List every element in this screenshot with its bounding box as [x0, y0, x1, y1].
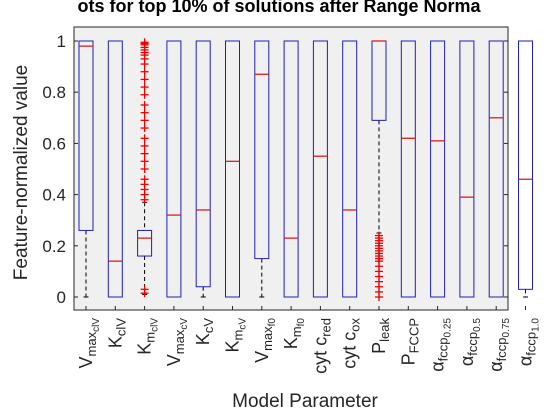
box-iqr: [518, 40, 533, 290]
box-5: [195, 40, 211, 298]
box-8: [283, 40, 299, 298]
box-4: [166, 40, 182, 298]
box-iqr: [225, 40, 240, 298]
y-tick-label: 0.4: [42, 186, 66, 205]
x-tick-label: KmcV: [223, 318, 249, 353]
x-tick-label: αfccp1.0: [516, 318, 542, 367]
box-iqr: [283, 40, 299, 298]
axes-frame: [73, 26, 509, 311]
box-1: [78, 40, 94, 298]
x-tick-label: αfccp0.25: [428, 318, 454, 372]
box-iqr: [459, 40, 475, 298]
x-tick-label: αfccp0.75: [486, 318, 512, 372]
box-3: [137, 38, 153, 298]
box-13: [430, 40, 446, 298]
x-tick-label: cyt cred: [310, 318, 333, 374]
box-14: [459, 40, 475, 298]
x-tick-label: VmaxcV: [164, 318, 190, 367]
box-iqr: [78, 40, 94, 231]
box-iqr: [400, 40, 416, 298]
box-iqr: [342, 40, 358, 298]
box-6: [225, 40, 240, 298]
x-tick-label: PFCCP: [398, 318, 421, 365]
box-11: [371, 40, 387, 301]
box-9: [312, 40, 328, 298]
y-tick-label: 1: [57, 32, 66, 51]
box-iqr: [254, 40, 270, 260]
box-iqr: [312, 40, 328, 298]
chart-title: ots for top 10% of solutions after Range…: [77, 0, 481, 16]
x-axis-label: Model Parameter: [232, 391, 378, 410]
box-iqr: [195, 40, 211, 288]
box-iqr: [488, 40, 504, 298]
x-tick-label: KclV: [105, 318, 128, 348]
y-axis-ticks: 0 0.2 0.4 0.6 0.8 1: [42, 32, 508, 307]
y-tick-label: 0.2: [42, 237, 66, 256]
x-tick-label: Kmf0: [281, 318, 307, 350]
x-tick-label: KcV: [193, 318, 216, 346]
x-tick-label: αfccp0.5: [457, 318, 483, 367]
box-7: [254, 40, 270, 298]
y-axis-label: Feature-normalized value: [11, 65, 32, 280]
x-axis-ticks: VmaxclVKclVKmclVVmaxcVKcVKmcVVmaxf0Kmf0c…: [76, 306, 542, 374]
box-15: [488, 40, 504, 298]
y-tick-label: 0.8: [42, 83, 66, 102]
box-10: [342, 40, 358, 298]
plot-area: [74, 27, 508, 310]
box-iqr: [430, 40, 446, 298]
y-tick-label: 0: [57, 288, 66, 307]
x-tick-label: VmaxclV: [76, 318, 102, 369]
x-tick-label: Pleak: [369, 318, 392, 354]
box-iqr: [166, 40, 182, 298]
box-2: [107, 40, 123, 298]
boxes: [78, 38, 533, 301]
x-tick-label: KmclV: [135, 318, 161, 355]
box-iqr: [137, 229, 153, 257]
box-iqr: [107, 40, 123, 298]
box-16: [518, 40, 533, 298]
box-12: [400, 40, 416, 298]
y-tick-label: 0.6: [42, 134, 66, 153]
x-tick-label: cyt cox: [340, 318, 363, 369]
x-tick-label: Vmaxf0: [252, 318, 278, 363]
